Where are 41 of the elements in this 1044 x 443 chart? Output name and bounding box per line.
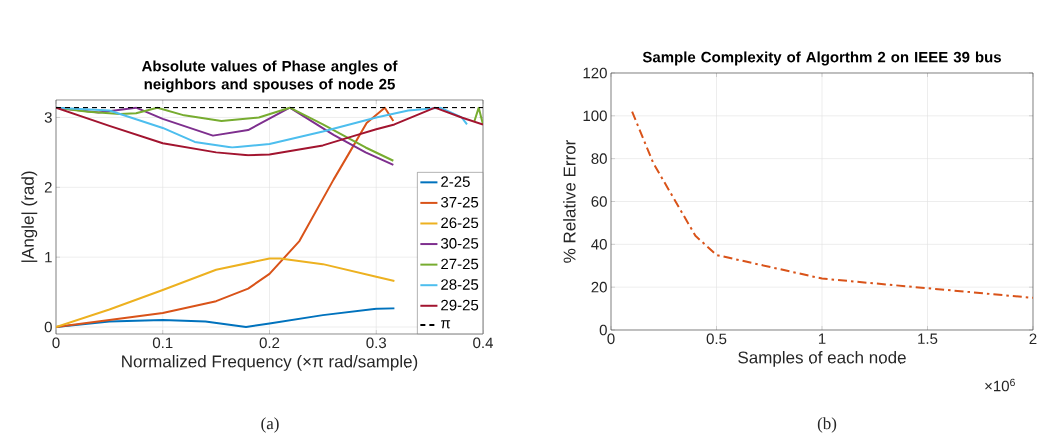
line-series	[56, 257, 396, 328]
x-tick-label: 2	[1029, 333, 1037, 344]
x-axis-title: Normalized Frequency (×π rad/sample)	[122, 355, 418, 371]
y-tick-label: 0	[44, 321, 52, 333]
line-series	[631, 110, 1033, 299]
y-axis-title: |Angle| (rad)	[21, 171, 38, 262]
y-tick-label: 60	[591, 196, 607, 207]
legend-label: 37-25	[441, 196, 479, 208]
legend-label: 29-25	[441, 299, 479, 311]
x-tick-label: 1.5	[918, 333, 938, 344]
y-tick-label: 0	[599, 324, 607, 336]
y-tick-label: 1	[45, 251, 52, 263]
y-tick-label: 20	[591, 281, 607, 293]
x-tick-label: 0	[52, 337, 60, 349]
x-tick-label: 0.2	[259, 337, 280, 349]
x-tick-label: 0.4	[473, 337, 493, 349]
x-tick-label: 1	[818, 333, 826, 344]
text: (b)	[817, 417, 837, 433]
chart-title: Sample Complexity of Algorthm 2 on IEEE 39 bus	[642, 51, 1001, 66]
x-axis-title: Samples of each node	[738, 351, 906, 367]
x-tick-label: 0.1	[152, 337, 173, 349]
text: ×10$^{6}$	[985, 378, 1015, 392]
legend-label: 30-25	[441, 238, 479, 249]
y-tick-label: 80	[591, 153, 607, 164]
y-tick-label: 100	[583, 110, 607, 122]
y-tick-label: 2	[44, 182, 52, 193]
legend-label: 27-25	[441, 258, 479, 270]
y-tick-label: 40	[591, 239, 607, 250]
x-tick-label: 0.3	[366, 337, 387, 349]
line-series	[56, 106, 395, 328]
y-tick-label: 120	[583, 67, 607, 79]
legend-label: 28-25	[441, 279, 479, 290]
y-tick-label: 3	[44, 112, 52, 123]
legend-label: 2-25	[441, 176, 470, 187]
legend-label: π	[441, 320, 451, 329]
text: (a)	[261, 417, 279, 433]
x-tick-label: 0.5	[706, 333, 727, 345]
x-tick-label: 0	[607, 333, 615, 345]
legend-label: 26-25	[441, 217, 479, 229]
chart-title: Absolute values of Phase angles of neighbors and spouses of node 25	[141, 60, 398, 93]
y-axis-title: % Relative Error	[563, 139, 576, 263]
